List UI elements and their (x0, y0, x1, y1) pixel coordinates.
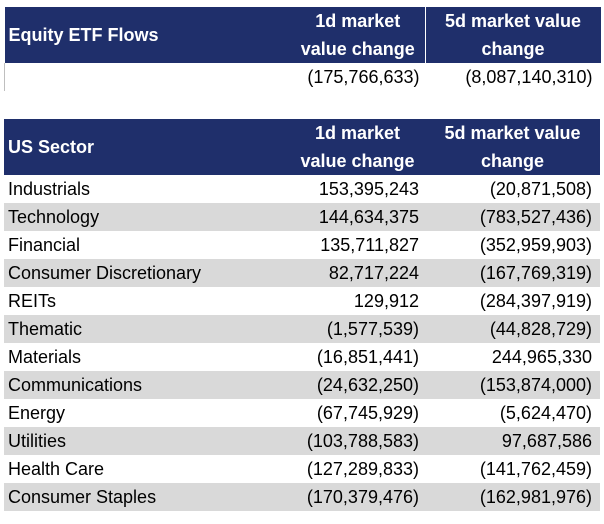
sector-1d-value: (103,788,583) (290, 427, 425, 455)
sector-5d-value: (162,981,976) (425, 483, 600, 511)
total-1d-value: (175,766,633) (307, 67, 420, 87)
etf-flows-sheet: Equity ETF Flows 1d market value change … (4, 7, 601, 511)
sector-5d-value: (352,959,903) (479, 235, 592, 255)
sector-5d-value: (44,828,729) (425, 315, 600, 343)
sector-5d-value: (167,769,319) (425, 259, 600, 287)
equity-flows-header-row: Equity ETF Flows 1d market value change … (4, 7, 601, 63)
sector-1d-value: 135,711,827 (320, 235, 419, 255)
sector-rows: Industrials 153,395,243 (20,871,508) Techno… (4, 175, 600, 511)
sector-name: Materials (8, 347, 82, 367)
equity-flows-title: Equity ETF Flows (4, 7, 291, 63)
sector-1d-value: (67,745,929) (316, 403, 419, 423)
sector-5d-value: (783,527,436) (425, 203, 600, 231)
table-row: Technology 144,634,375 (783,527,436) (4, 203, 600, 231)
sector-1d-value: (1,577,539) (290, 315, 425, 343)
table-row: Thematic (1,577,539) (44,828,729) (4, 315, 600, 343)
total-5d-value: (8,087,140,310) (465, 67, 593, 87)
table-row: Utilities (103,788,583) 97,687,586 (4, 427, 600, 455)
sector-name: Thematic (4, 315, 290, 343)
sector-name: Industrials (8, 179, 91, 199)
sector-1d-value: (24,632,250) (290, 371, 425, 399)
sector-5d-value: (284,397,919) (479, 291, 592, 311)
sector-header-1d-change: 1d market value change (290, 119, 425, 175)
sector-5d-value: (20,871,508) (489, 179, 592, 199)
sector-5d-value: 97,687,586 (425, 427, 600, 455)
sector-1d-value: (127,289,833) (306, 459, 419, 479)
sector-name: Communications (4, 371, 290, 399)
table-row: REITs 129,912 (284,397,919) (4, 287, 600, 315)
sector-name: Consumer Staples (4, 483, 290, 511)
sector-1d-value: 144,634,375 (290, 203, 425, 231)
sector-1d-value: 129,912 (353, 291, 419, 311)
table-row: Energy (67,745,929) (5,624,470) (4, 399, 600, 427)
sector-name: Energy (8, 403, 66, 423)
sector-1d-value: (170,379,476) (290, 483, 425, 511)
sector-5d-value: (153,874,000) (425, 371, 600, 399)
sector-name: Utilities (4, 427, 290, 455)
us-sector-table: US Sector 1d market value change 5d mark… (4, 119, 600, 511)
equity-etf-flows-table: Equity ETF Flows 1d market value change … (4, 7, 601, 91)
sector-1d-value: 82,717,224 (290, 259, 425, 287)
equity-flows-total-row: (175,766,633) (8,087,140,310) (4, 63, 601, 91)
sector-name: Technology (4, 203, 290, 231)
sector-title: US Sector (4, 119, 290, 175)
total-label-cell (4, 63, 291, 91)
sector-name: Health Care (8, 459, 105, 479)
sector-5d-value: (5,624,470) (499, 403, 592, 423)
sector-1d-value: 153,395,243 (318, 179, 419, 199)
table-row: Consumer Staples (170,379,476) (162,981,97… (4, 483, 600, 511)
sector-name: REITs (8, 291, 57, 311)
header-1d-change: 1d market value change (290, 7, 426, 63)
table-row: Financial 135,711,827 (352,959,903) (4, 231, 600, 259)
sector-5d-value: (141,762,459) (479, 459, 592, 479)
table-row: Communications (24,632,250) (153,874,000) (4, 371, 600, 399)
sector-name: Consumer Discretionary (4, 259, 290, 287)
sector-1d-value: (16,851,441) (316, 347, 419, 367)
sector-header-5d-change: 5d market value change (425, 119, 600, 175)
table-row: Materials (16,851,441) 244,965,330 (4, 343, 600, 371)
table-row: Consumer Discretionary 82,717,224 (167,769… (4, 259, 600, 287)
table-row: Health Care (127,289,833) (141,762,459) (4, 455, 600, 483)
sector-name: Financial (8, 235, 81, 255)
header-5d-change: 5d market value change (425, 7, 601, 63)
sector-5d-value: 244,965,330 (491, 347, 592, 367)
sector-header-row: US Sector 1d market value change 5d mark… (4, 119, 600, 175)
table-row: Industrials 153,395,243 (20,871,508) (4, 175, 600, 203)
